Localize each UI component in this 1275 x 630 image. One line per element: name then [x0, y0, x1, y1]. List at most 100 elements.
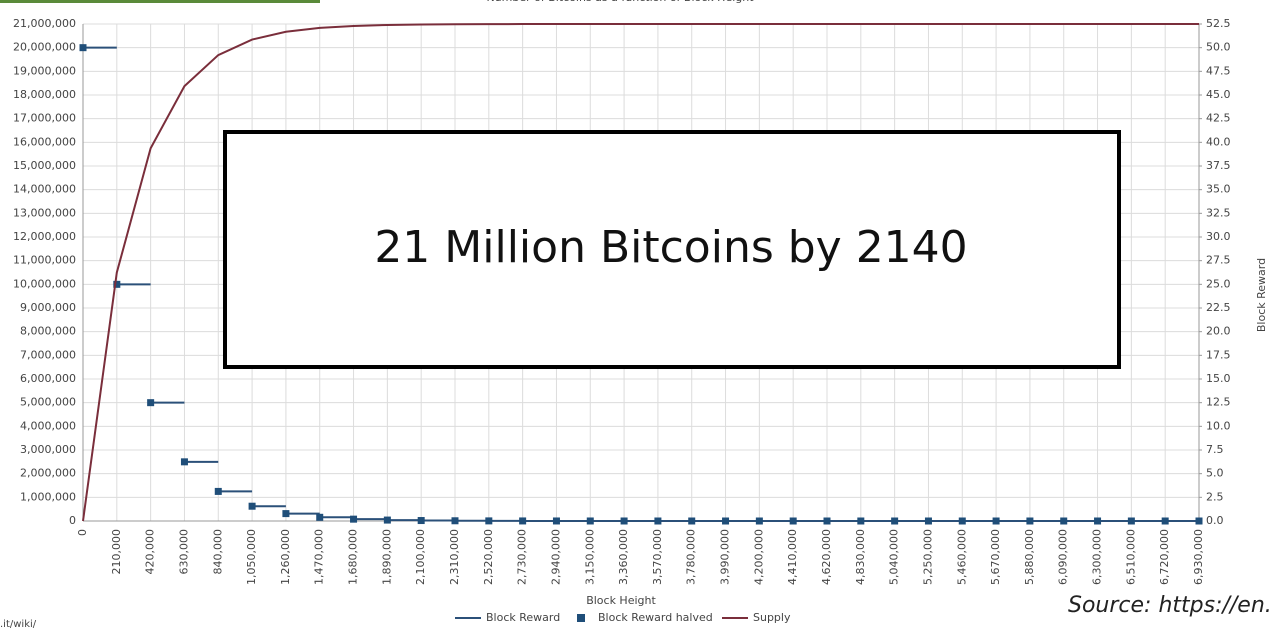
reward-marker: [924, 517, 932, 525]
reward-marker: [857, 517, 865, 525]
reward-marker: [417, 517, 425, 525]
reward-marker: [180, 458, 188, 466]
y-tick-label: 13,000,000: [13, 206, 76, 219]
y-tick-label: 3,000,000: [20, 443, 76, 456]
x-tick-label: 4,830,000: [854, 529, 867, 585]
y-tick-label: 9,000,000: [20, 301, 76, 314]
x-tick-label: 0: [76, 529, 89, 536]
x-tick-label: 3,570,000: [651, 529, 664, 585]
y-tick-label: 16,000,000: [13, 135, 76, 148]
y2-tick-label: 2.5: [1206, 490, 1224, 503]
reward-marker: [350, 515, 358, 523]
x-tick-label: 840,000: [211, 529, 224, 575]
y2-tick-label: 45.0: [1206, 88, 1231, 101]
y2-tick-label: 15.0: [1206, 372, 1231, 385]
y2-tick-label: 20.0: [1206, 325, 1231, 338]
x-tick-label: 1,470,000: [313, 529, 326, 585]
x-tick-label: 5,040,000: [888, 529, 901, 585]
y-tick-label: 15,000,000: [13, 159, 76, 172]
url-fragment: .it/wiki/: [0, 619, 37, 630]
x-tick-label: 6,300,000: [1091, 529, 1104, 585]
x-tick-label: 4,200,000: [752, 529, 765, 585]
y-tick-label: 2,000,000: [20, 467, 76, 480]
x-tick-label: 1,050,000: [245, 529, 258, 585]
x-tick-label: 630,000: [177, 529, 190, 575]
reward-marker: [1161, 517, 1169, 525]
reward-marker: [519, 517, 527, 525]
x-tick-label: 2,520,000: [482, 529, 495, 585]
reward-marker: [79, 44, 87, 52]
x-tick-label: 3,360,000: [617, 529, 630, 585]
y-tick-label: 11,000,000: [13, 254, 76, 267]
x-tick-label: 1,260,000: [279, 529, 292, 585]
x-tick-label: 6,090,000: [1057, 529, 1070, 585]
x-tick-label: 5,250,000: [921, 529, 934, 585]
y2-tick-label: 7.5: [1206, 443, 1224, 456]
reward-marker: [789, 517, 797, 525]
x-tick-label: 3,150,000: [583, 529, 596, 585]
y-tick-label: 6,000,000: [20, 372, 76, 385]
reward-marker: [1127, 517, 1135, 525]
reward-marker: [891, 517, 899, 525]
reward-marker: [451, 517, 459, 525]
y-tick-label: 14,000,000: [13, 183, 76, 196]
y-tick-label: 20,000,000: [13, 41, 76, 54]
legend-label: Block Reward: [486, 611, 560, 624]
overlay-text: 21 Million Bitcoins by 2140: [374, 222, 967, 273]
reward-marker: [992, 517, 1000, 525]
x-axis-title: Block Height: [586, 594, 656, 607]
reward-marker: [214, 487, 222, 495]
x-tick-label: 1,680,000: [347, 529, 360, 585]
y-tick-label: 8,000,000: [20, 325, 76, 338]
legend-label: Block Reward halved: [598, 611, 713, 624]
y-tick-label: 17,000,000: [13, 112, 76, 125]
reward-marker: [722, 517, 730, 525]
reward-marker: [586, 517, 594, 525]
y2-tick-label: 32.5: [1206, 206, 1231, 219]
source: Source: https://en.: [1068, 593, 1272, 618]
y2-tick-label: 40.0: [1206, 135, 1231, 148]
supply-line: [82, 23, 1199, 522]
reward-marker: [113, 280, 121, 288]
y-tick-label: 7,000,000: [20, 348, 76, 361]
reward-marker: [1195, 517, 1203, 525]
reward-marker: [248, 502, 256, 510]
x-tick-label: 6,510,000: [1124, 529, 1137, 585]
y-tick-label: 19,000,000: [13, 64, 76, 77]
y2-tick-label: 25.0: [1206, 277, 1231, 290]
reward-marker: [147, 399, 155, 407]
x-tick-label: 3,780,000: [685, 529, 698, 585]
y-tick-label: 10,000,000: [13, 277, 76, 290]
y2-tick-label: 50.0: [1206, 41, 1231, 54]
reward-marker: [1094, 517, 1102, 525]
y2-tick-label: 27.5: [1206, 254, 1231, 267]
y-tick-label: 4,000,000: [20, 419, 76, 432]
x-tick-label: 2,310,000: [448, 529, 461, 585]
reward-marker: [383, 516, 391, 524]
y2-tick-label: 5.0: [1206, 467, 1224, 480]
reward-marker: [485, 517, 493, 525]
x-tick-label: 1,890,000: [380, 529, 393, 585]
legend-label: Supply: [753, 611, 791, 624]
y2-tick-label: 30.0: [1206, 230, 1231, 243]
x-tick-label: 2,730,000: [516, 529, 529, 585]
y-tick-label: 21,000,000: [13, 17, 76, 30]
reward-marker: [823, 517, 831, 525]
y2-tick-label: 10.0: [1206, 419, 1231, 432]
reward-marker: [620, 517, 628, 525]
x-tick-label: 5,460,000: [955, 529, 968, 585]
x-tick-label: 2,100,000: [414, 529, 427, 585]
y2-tick-label: 42.5: [1206, 112, 1231, 125]
y2-axis-title: Block Reward: [1255, 258, 1268, 332]
y2-tick-label: 22.5: [1206, 301, 1231, 314]
y-tick-label: 12,000,000: [13, 230, 76, 243]
reward-marker: [1060, 517, 1068, 525]
x-tick-label: 210,000: [110, 529, 123, 575]
chart-title: Number of Bitcoins as a function of Bloc…: [486, 0, 754, 4]
reward-marker: [1026, 517, 1034, 525]
y-tick-label: 18,000,000: [13, 88, 76, 101]
x-tick-label: 4,620,000: [820, 529, 833, 585]
y2-tick-label: 47.5: [1206, 64, 1231, 77]
reward-marker: [552, 517, 560, 525]
